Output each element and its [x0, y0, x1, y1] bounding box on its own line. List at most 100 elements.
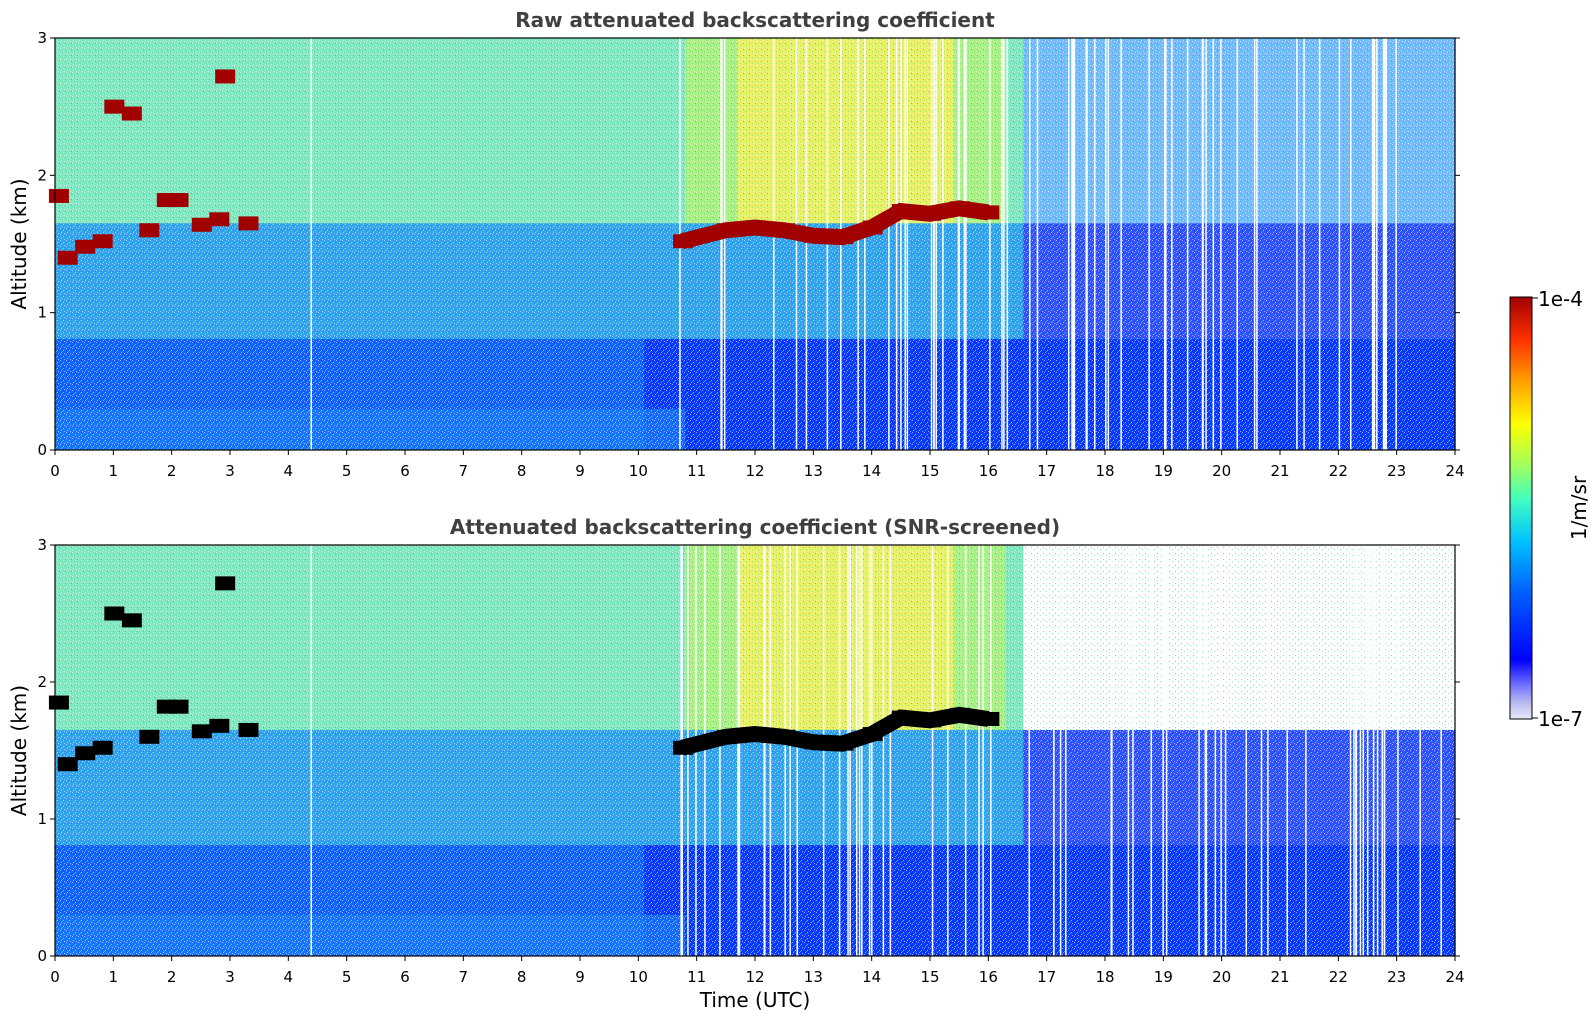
data-gap — [1362, 545, 1365, 956]
cloud-layer-cloud-band — [673, 200, 1000, 250]
data-gap — [1267, 545, 1269, 956]
data-gap — [935, 38, 937, 450]
data-gap — [1198, 545, 1200, 956]
data-gap — [1150, 545, 1153, 956]
data-gap — [310, 545, 312, 956]
x-tick-label: 6 — [400, 968, 410, 986]
data-gap — [1381, 545, 1383, 956]
data-gap — [1105, 38, 1107, 450]
data-gap — [773, 38, 775, 450]
data-gap — [978, 545, 980, 956]
cloud-cell — [48, 188, 69, 203]
data-gap — [1003, 38, 1005, 450]
x-tick-label: 5 — [342, 462, 352, 480]
data-gap — [1305, 545, 1307, 956]
cloud-cell — [75, 746, 96, 761]
data-gap — [933, 38, 935, 450]
x-tick-label: 23 — [1387, 462, 1406, 480]
data-gap — [1245, 545, 1248, 956]
x-tick-label: 12 — [745, 968, 764, 986]
x-tick-label: 19 — [1154, 968, 1173, 986]
cloud-cell — [92, 234, 113, 249]
data-gap — [930, 38, 933, 450]
x-tick-label: 21 — [1270, 462, 1289, 480]
cloud-cell — [168, 193, 189, 208]
data-gap — [1212, 38, 1215, 450]
data-gap — [1162, 545, 1164, 956]
data-gap — [958, 38, 960, 450]
data-gap — [1236, 38, 1238, 450]
x-tick-label: 0 — [50, 462, 60, 480]
x-tick-label: 24 — [1445, 968, 1464, 986]
x-axis: 0 1 2 3 4 5 6 7 8 9 10 11 12 13 14 15 16 17 18 19 20 21 22 23 24 — [50, 450, 1465, 480]
x-tick-label: 13 — [804, 968, 823, 986]
data-gap — [1071, 38, 1073, 450]
cloud-cell — [209, 718, 230, 733]
colorbar-min-label: 1e-7 — [1538, 707, 1583, 731]
data-gap — [889, 545, 892, 956]
data-gap — [1001, 38, 1003, 450]
data-gap — [1359, 545, 1362, 956]
x-tick-label: 17 — [1037, 462, 1056, 480]
colorbar-unit-label: 1/m/sr — [1567, 475, 1591, 540]
x-tick-label: 20 — [1212, 462, 1231, 480]
data-gap — [1171, 38, 1173, 450]
data-gap — [965, 38, 967, 450]
data-gap — [1384, 38, 1387, 450]
heatmap-cells — [55, 545, 1456, 957]
x-axis-label: Time (UTC) — [699, 988, 811, 1012]
data-gap — [738, 545, 741, 956]
y-tick-label: 2 — [37, 166, 47, 184]
data-gap — [1204, 545, 1207, 956]
data-gap — [1148, 38, 1150, 450]
x-tick-label: 22 — [1329, 462, 1348, 480]
cloud-cell — [121, 613, 142, 628]
chart-title: Attenuated backscattering coefficient (S… — [450, 515, 1060, 539]
cloud-cell — [48, 695, 69, 710]
x-tick-label: 3 — [225, 462, 235, 480]
cloud-cell — [75, 239, 96, 254]
x-tick-label: 21 — [1270, 968, 1289, 986]
y-axis-label: Altitude (km) — [7, 178, 31, 309]
data-gap — [947, 545, 949, 956]
x-tick-label: 11 — [687, 968, 706, 986]
y-tick-label: 0 — [37, 947, 47, 965]
data-gap — [861, 545, 863, 956]
data-gap — [1107, 38, 1110, 450]
cloud-band-path — [680, 706, 990, 756]
data-gap — [789, 545, 791, 956]
y-axis: 0 1 2 3 — [37, 29, 1460, 459]
cloud-cell — [191, 217, 212, 232]
data-gap — [900, 38, 902, 450]
x-tick-label: 14 — [862, 968, 881, 986]
data-gap — [963, 38, 966, 450]
data-gap — [1256, 38, 1258, 450]
y-tick-label: 1 — [37, 304, 47, 322]
panel-2: 0 1 2 3 4 5 6 7 8 9 10 11 12 13 14 15 16 17 18 19 20 21 22 23 24… — [7, 515, 1465, 1012]
data-gap — [1296, 38, 1298, 450]
cloud-cell — [104, 606, 125, 621]
data-gap — [904, 38, 906, 450]
noise-overlay — [55, 545, 1455, 956]
x-tick-label: 16 — [979, 968, 998, 986]
y-tick-label: 3 — [37, 29, 47, 47]
data-gap — [1397, 545, 1399, 956]
data-gap — [784, 545, 786, 956]
data-gap — [1376, 545, 1379, 956]
cloud-cell — [92, 740, 113, 755]
data-gap — [1205, 38, 1207, 450]
x-tick-label: 23 — [1387, 968, 1406, 986]
cloud-layer-cloud — [48, 69, 259, 265]
x-tick-label: 8 — [517, 968, 527, 986]
x-tick-label: 0 — [50, 968, 60, 986]
data-gap — [982, 545, 984, 956]
x-tick-label: 2 — [167, 462, 177, 480]
data-gap — [855, 545, 858, 956]
data-gap — [1028, 545, 1030, 956]
cloud-cell — [139, 223, 160, 238]
data-gap — [1059, 545, 1062, 956]
data-gap — [721, 38, 723, 450]
data-gap — [1395, 38, 1397, 450]
x-tick-label: 12 — [745, 462, 764, 480]
data-gap — [1220, 38, 1222, 450]
